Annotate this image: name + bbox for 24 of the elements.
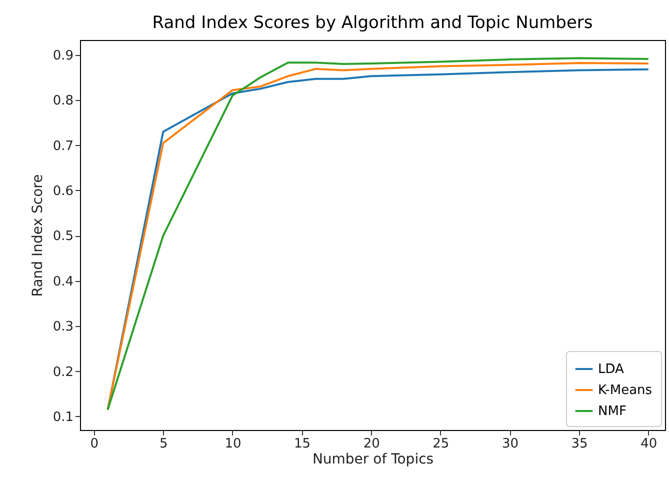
- legend-label: K-Means: [598, 383, 652, 398]
- x-tick-label: 15: [294, 436, 311, 452]
- y-tick-label: 0.2: [52, 364, 74, 380]
- x-tick-label: 20: [363, 436, 380, 452]
- x-tick-label: 10: [224, 436, 242, 452]
- x-tick-label: 35: [571, 436, 588, 452]
- y-axis-title: Rand Index Score: [30, 174, 46, 297]
- chart-title: Rand Index Scores by Algorithm and Topic Numbers: [152, 13, 593, 33]
- y-tick-label: 0.5: [52, 229, 74, 244]
- legend-label: NMF: [598, 404, 626, 419]
- x-axis-title: Number of Topics: [312, 452, 434, 468]
- y-tick-label: 0.3: [52, 320, 74, 335]
- y-tick-label: 0.4: [52, 274, 74, 290]
- x-tick-label: 40: [640, 436, 658, 452]
- y-tick-label: 0.1: [52, 410, 74, 425]
- x-tick-label: 30: [502, 436, 519, 452]
- x-tick-label: 5: [160, 436, 168, 452]
- x-tick-label: 0: [90, 436, 99, 452]
- y-tick-label: 0.8: [52, 94, 74, 109]
- legend-label: LDA: [598, 362, 624, 377]
- y-tick-label: 0.6: [52, 184, 74, 199]
- y-tick-label: 0.9: [52, 48, 74, 64]
- x-tick-label: 25: [432, 436, 450, 452]
- y-tick-label: 0.7: [52, 138, 74, 154]
